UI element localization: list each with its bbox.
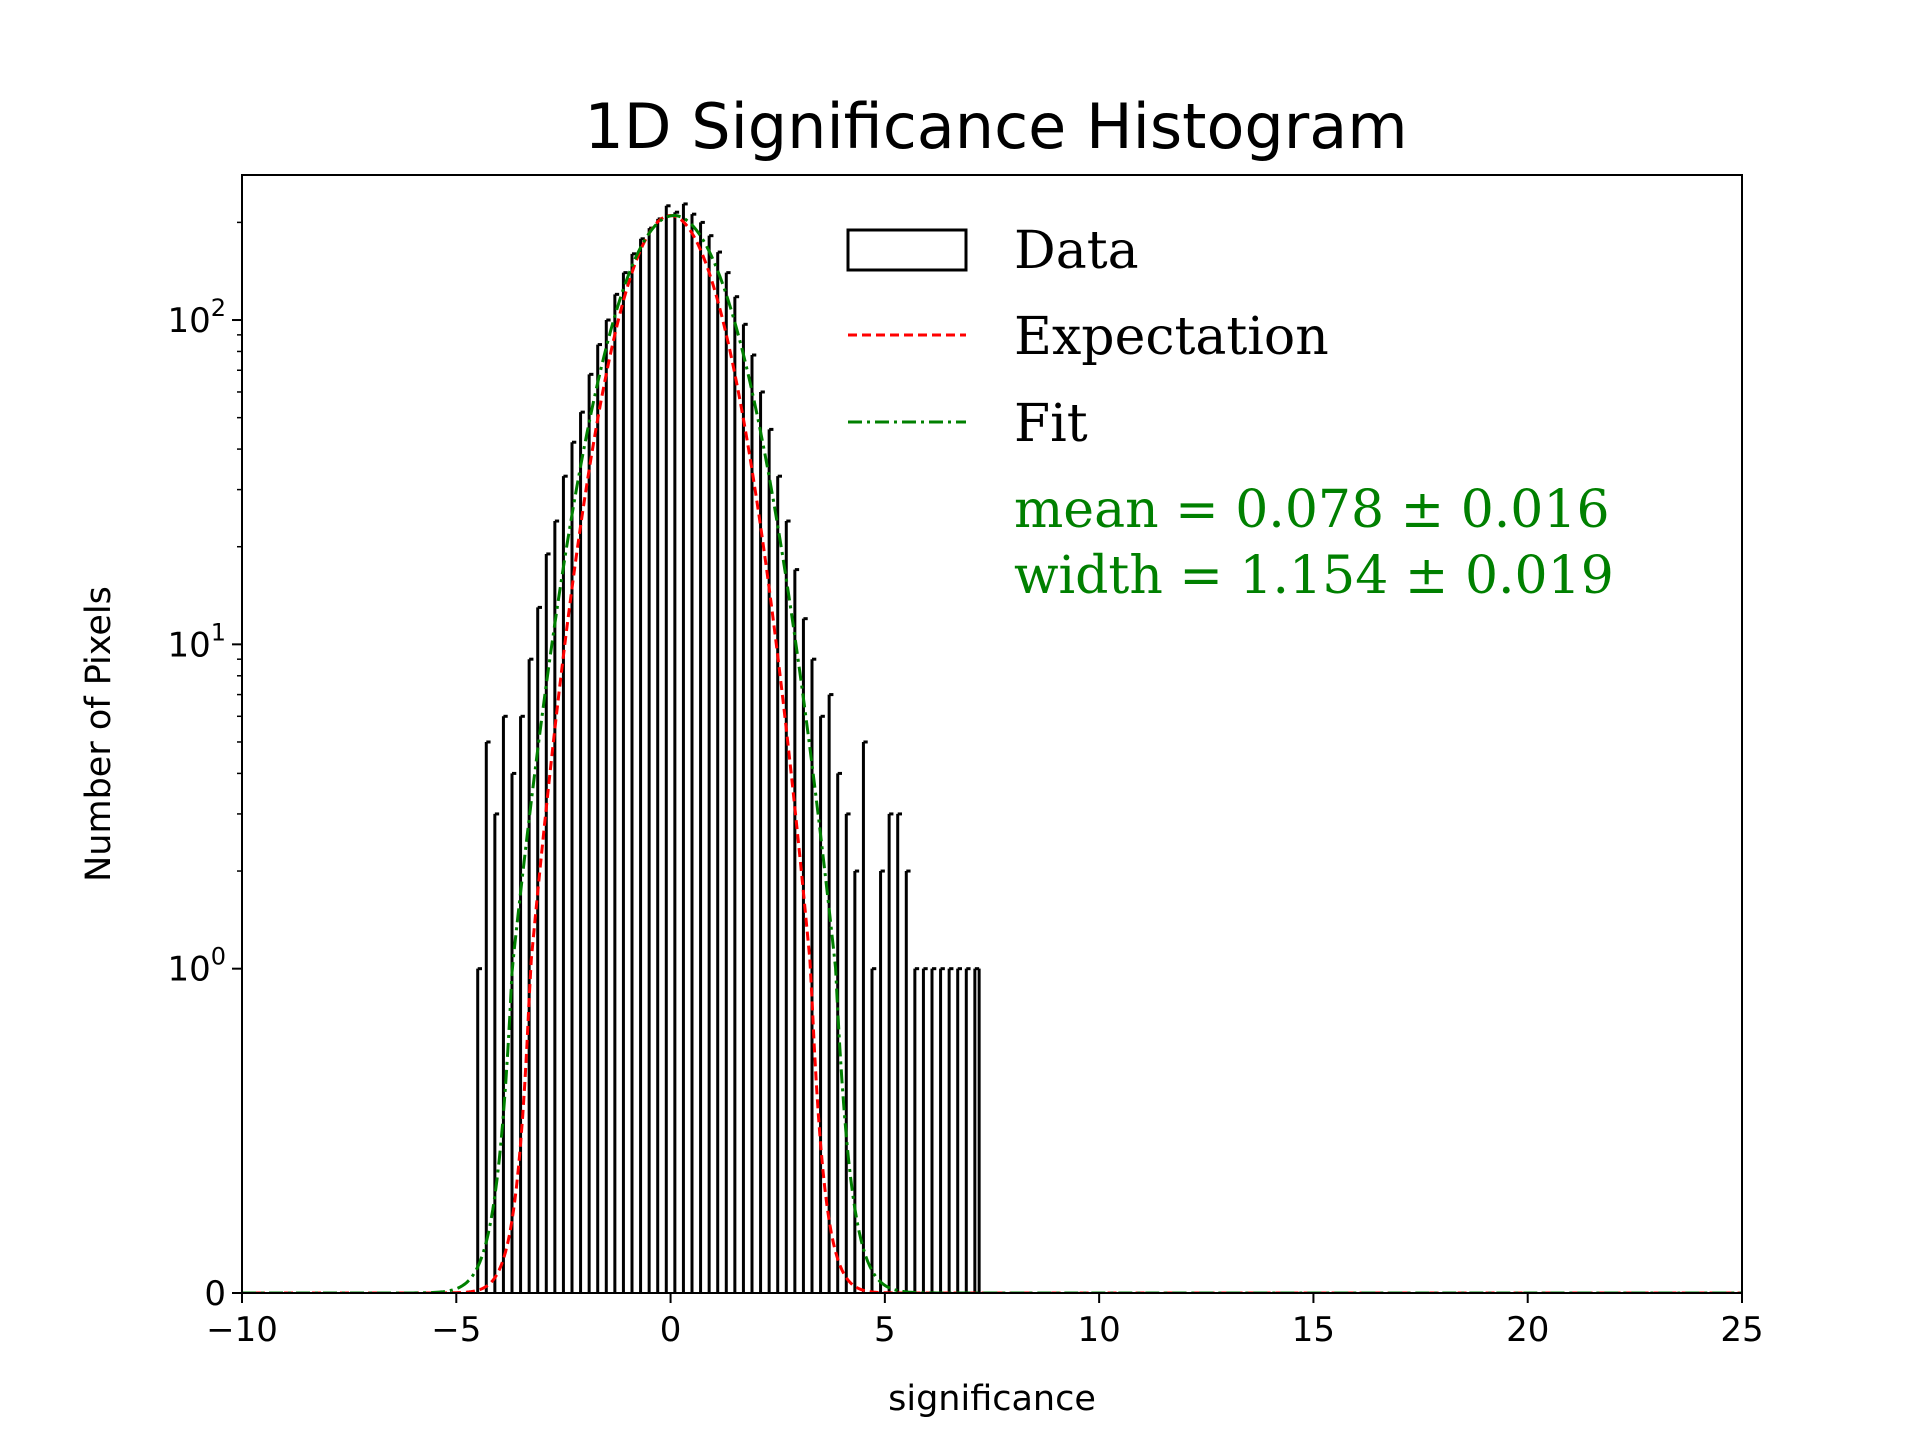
- legend-data-label: Data: [1014, 221, 1139, 281]
- chart-title: 1D Significance Histogram: [584, 90, 1407, 163]
- series-layer: [242, 202, 1742, 1293]
- x-axis: −10 −5 0 5 10 15 20 25: [206, 1293, 1764, 1350]
- x-tick-label: −5: [431, 1310, 481, 1350]
- x-tick-label: 25: [1720, 1310, 1763, 1350]
- x-tick-label: 20: [1506, 1310, 1549, 1350]
- expectation-curve: [242, 214, 1742, 1293]
- legend-expectation-label: Expectation: [1014, 307, 1329, 367]
- x-tick-label: 5: [874, 1310, 896, 1350]
- x-axis-label: significance: [888, 1379, 1096, 1419]
- legend-fit-label: Fit: [1014, 394, 1088, 454]
- legend: Data Expectation Fit mean = 0.078 ± 0.01…: [846, 221, 1614, 606]
- fit-mean-annotation: mean = 0.078 ± 0.016: [1014, 480, 1610, 540]
- legend-data-swatch: [846, 228, 968, 272]
- plot-frame: [241, 174, 1743, 1294]
- y-axis-label: Number of Pixels: [79, 586, 119, 882]
- y-tick-label: 0: [204, 1274, 226, 1314]
- fit-width-annotation: width = 1.154 ± 0.019: [1014, 546, 1614, 606]
- x-tick-label: 0: [660, 1310, 682, 1350]
- x-tick-label: 15: [1292, 1310, 1335, 1350]
- plot-area: [241, 174, 1743, 1294]
- x-tick-label: 10: [1078, 1310, 1121, 1350]
- fit-curve: [242, 214, 1742, 1293]
- x-tick-label: −10: [206, 1310, 278, 1350]
